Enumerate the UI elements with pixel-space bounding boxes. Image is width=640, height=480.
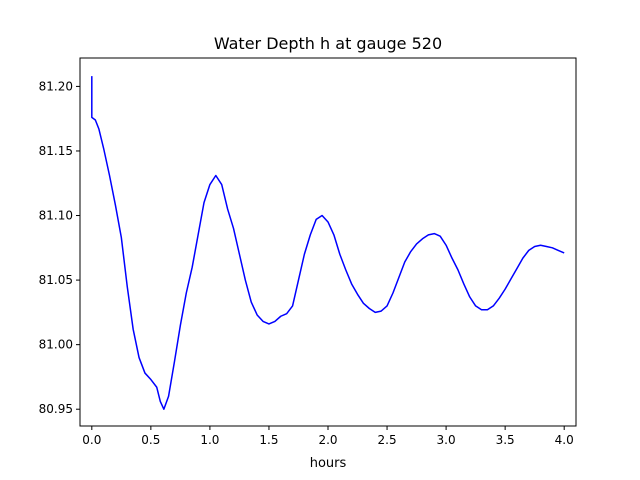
x-tick-label: 4.0 — [555, 433, 574, 447]
y-tick-label: 81.05 — [39, 273, 73, 287]
x-tick-label: 1.5 — [259, 433, 278, 447]
x-tick-label: 0.5 — [141, 433, 160, 447]
y-tick-label: 80.95 — [39, 402, 73, 416]
plot-area — [91, 76, 565, 410]
series-line — [91, 76, 565, 410]
y-tick-label: 81.10 — [39, 209, 73, 223]
x-tick-label: 2.5 — [378, 433, 397, 447]
x-tick-label: 1.0 — [200, 433, 219, 447]
x-tick-label: 0.0 — [82, 433, 101, 447]
x-axis-label: hours — [310, 456, 347, 471]
y-tick-label: 81.20 — [39, 79, 73, 93]
x-tick-label: 3.5 — [496, 433, 515, 447]
x-tick-label: 2.0 — [318, 433, 337, 447]
axes-frame — [79, 57, 577, 427]
chart-title: Water Depth h at gauge 520 — [214, 34, 442, 53]
axis-ticks: 0.0 0.5 1.0 1.5 2.0 2.5 3.0 3.5 4.0 80.95 81.00 81.… — [39, 79, 574, 447]
x-tick-label: 3.0 — [437, 433, 456, 447]
y-tick-label: 81.15 — [39, 144, 73, 158]
y-tick-label: 81.00 — [39, 338, 73, 352]
